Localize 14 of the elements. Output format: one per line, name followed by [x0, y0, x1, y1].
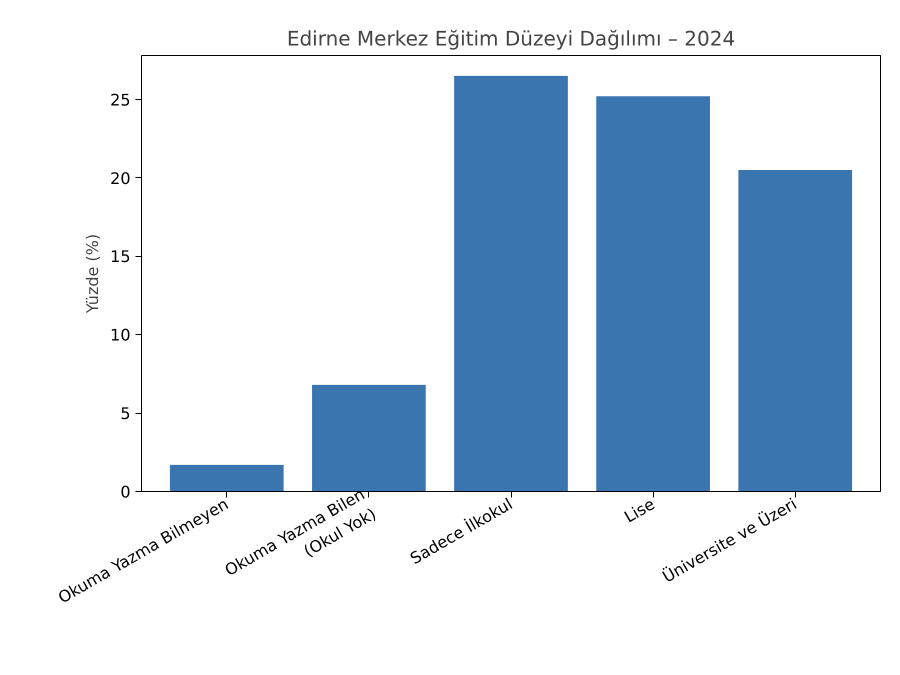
bar: [596, 96, 710, 492]
y-axis-title: Yüzde (%): [83, 234, 102, 314]
y-tick-label: 5: [120, 404, 131, 424]
bar: [170, 464, 284, 492]
y-tick-label: 15: [110, 247, 130, 266]
bar: [312, 384, 426, 492]
y-tick-label: 10: [110, 326, 130, 345]
x-tick-label: Lise: [621, 494, 658, 526]
chart-title: Edirne Merkez Eğitim Düzeyi Dağılımı – 2024: [286, 26, 736, 50]
bar: [738, 170, 852, 492]
y-tick-label: 0: [120, 482, 131, 502]
y-tick-label: 25: [110, 90, 130, 110]
bar: [454, 76, 568, 492]
y-tick-label: 20: [110, 168, 130, 188]
